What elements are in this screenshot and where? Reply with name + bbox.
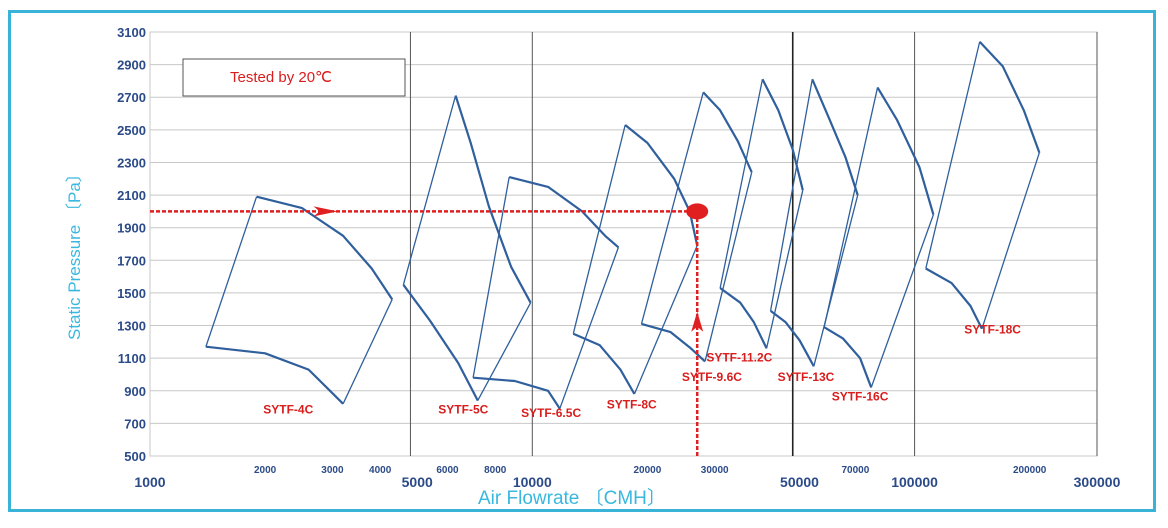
right-boundary <box>342 299 393 405</box>
min-speed-curve <box>205 345 344 405</box>
left-boundary <box>472 177 510 378</box>
right-boundary <box>870 214 935 388</box>
fan-region: SYTF-11.2C <box>706 78 804 364</box>
y-tick-label: 3100 <box>117 25 146 40</box>
model-label: SYTF-16C <box>832 390 889 404</box>
annotation-box: Tested by 20℃ <box>182 58 406 97</box>
right-boundary <box>477 302 532 401</box>
x-tick-label: 1000 <box>134 474 165 490</box>
y-tick-label: 1300 <box>117 319 146 334</box>
model-label: SYTF-8C <box>607 398 657 412</box>
y-tick-label: 1700 <box>117 253 146 268</box>
x-minor-tick-label: 70000 <box>841 465 869 476</box>
x-minor-tick-label: 8000 <box>484 465 507 476</box>
left-boundary <box>205 196 258 347</box>
x-minor-tick-label: 6000 <box>436 465 459 476</box>
max-speed-curve <box>702 91 753 173</box>
grid <box>149 31 1098 457</box>
y-tick-label: 2100 <box>117 188 146 203</box>
fan-region: SYTF-16C <box>823 86 935 404</box>
fan-region: SYTF-6.5C <box>472 176 620 420</box>
x-tick-label: 10000 <box>513 474 552 490</box>
max-speed-curve <box>876 86 935 215</box>
min-speed-curve <box>925 267 983 330</box>
y-tick-label: 2700 <box>117 90 146 105</box>
left-boundary <box>402 95 457 285</box>
fan-region: SYTF-18C <box>925 41 1041 337</box>
x-minor-tick-label: 2000 <box>254 465 277 476</box>
x-minor-tick-label: 200000 <box>1013 465 1047 476</box>
left-boundary <box>719 79 764 289</box>
x-tick-label: 100000 <box>891 474 938 490</box>
x-tick-label: 5000 <box>402 474 433 490</box>
model-label: SYTF-13C <box>778 370 835 384</box>
left-boundary <box>640 92 704 325</box>
right-boundary <box>765 190 804 349</box>
min-speed-curve <box>769 310 815 367</box>
x-minor-tick-label: 30000 <box>701 465 729 476</box>
y-tick-label: 900 <box>124 384 146 399</box>
selection-guides <box>150 203 709 456</box>
fan-curves: SYTF-4C SYTF-5C SYTF-6.5C SYTF-8C SYTF-9.6C S… <box>205 41 1041 420</box>
y-tick-label: 1900 <box>117 221 146 236</box>
model-label: SYTF-4C <box>263 403 313 417</box>
y-tick-label: 700 <box>124 416 146 431</box>
min-speed-curve <box>719 287 768 349</box>
annotation-text: Tested by 20℃ <box>230 69 332 86</box>
right-boundary <box>813 194 859 367</box>
max-speed-curve <box>454 95 532 304</box>
right-boundary <box>981 152 1040 330</box>
y-tick-label: 2900 <box>117 58 146 73</box>
left-boundary <box>823 87 879 328</box>
x-minor-tick-label: 20000 <box>633 465 661 476</box>
model-label: SYTF-5C <box>438 403 488 417</box>
operating-point <box>686 203 709 220</box>
min-speed-curve <box>572 332 636 395</box>
y-tick-label: 500 <box>124 449 146 464</box>
model-label: SYTF-9.6C <box>682 370 742 384</box>
fan-region: SYTF-13C <box>769 78 859 384</box>
left-boundary <box>572 124 626 334</box>
x-minor-tick-label: 4000 <box>369 465 392 476</box>
y-axis-title: Static Pressure 〔Pa〕 <box>65 165 84 340</box>
right-boundary <box>633 245 698 395</box>
max-speed-curve <box>811 78 859 196</box>
right-boundary <box>704 172 753 362</box>
min-speed-curve <box>473 376 561 410</box>
right-boundary <box>559 247 620 409</box>
min-speed-curve <box>402 284 479 402</box>
fan-region: SYTF-4C <box>205 195 394 417</box>
x-axis-title: Air Flowrate 〔CMH〕 <box>478 487 666 509</box>
axis-ticks: 500 700 900 1100 1300 1500 1700 1900 2100 2300 250… <box>117 25 1120 490</box>
left-boundary <box>925 41 981 269</box>
left-boundary <box>769 79 813 311</box>
model-label: SYTF-11.2C <box>706 350 772 364</box>
horizontal-arrow <box>313 206 338 217</box>
min-speed-curve <box>641 322 706 363</box>
x-tick-label: 50000 <box>780 474 819 490</box>
x-tick-label: 300000 <box>1074 474 1121 490</box>
model-label: SYTF-18C <box>964 323 1021 337</box>
y-tick-label: 1500 <box>117 286 146 301</box>
y-tick-label: 2300 <box>117 155 146 170</box>
max-speed-curve <box>624 124 699 246</box>
max-speed-curve <box>978 41 1041 154</box>
y-tick-label: 1100 <box>118 351 146 366</box>
max-speed-curve <box>761 78 804 191</box>
vertical-arrow <box>691 311 704 332</box>
x-minor-tick-label: 3000 <box>321 465 344 476</box>
model-label: SYTF-6.5C <box>521 406 581 420</box>
fan-region: SYTF-5C <box>402 95 532 417</box>
max-speed-curve <box>256 195 394 301</box>
min-speed-curve <box>823 326 873 388</box>
fan-region: SYTF-8C <box>572 124 699 412</box>
y-tick-label: 2500 <box>117 123 146 138</box>
